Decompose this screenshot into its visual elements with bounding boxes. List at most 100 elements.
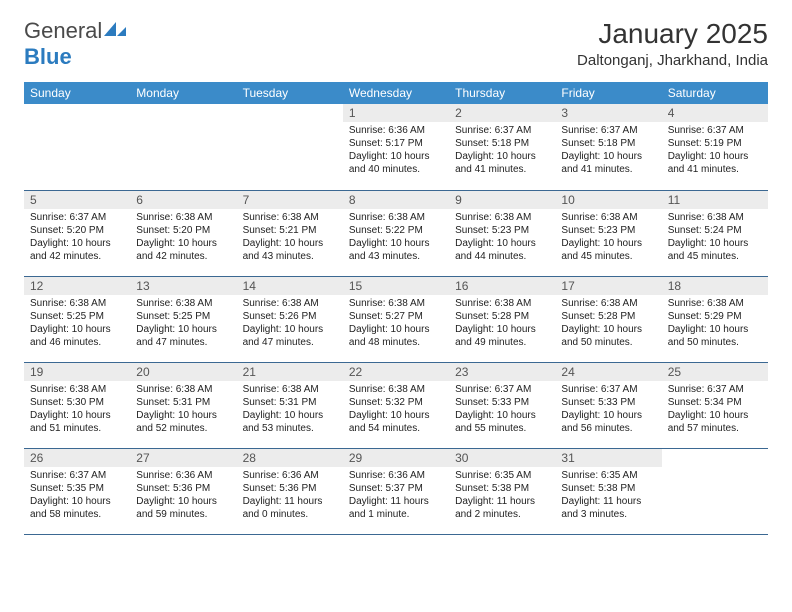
calendar-day-cell: 28Sunrise: 6:36 AMSunset: 5:36 PMDayligh…: [237, 448, 343, 534]
day-number: 30: [449, 449, 555, 467]
day-details: Sunrise: 6:36 AMSunset: 5:17 PMDaylight:…: [343, 122, 449, 180]
day-number: 19: [24, 363, 130, 381]
day-number: 4: [662, 104, 768, 122]
day-details: Sunrise: 6:35 AMSunset: 5:38 PMDaylight:…: [449, 467, 555, 525]
calendar-day-cell: 23Sunrise: 6:37 AMSunset: 5:33 PMDayligh…: [449, 362, 555, 448]
day-details: Sunrise: 6:38 AMSunset: 5:32 PMDaylight:…: [343, 381, 449, 439]
logo: GeneralBlue: [24, 18, 126, 70]
day-number: 3: [555, 104, 661, 122]
day-number: 15: [343, 277, 449, 295]
calendar-day-cell: 21Sunrise: 6:38 AMSunset: 5:31 PMDayligh…: [237, 362, 343, 448]
day-number: 11: [662, 191, 768, 209]
day-details: Sunrise: 6:36 AMSunset: 5:36 PMDaylight:…: [237, 467, 343, 525]
day-details: Sunrise: 6:38 AMSunset: 5:22 PMDaylight:…: [343, 209, 449, 267]
day-details: Sunrise: 6:36 AMSunset: 5:37 PMDaylight:…: [343, 467, 449, 525]
calendar-day-cell: 17Sunrise: 6:38 AMSunset: 5:28 PMDayligh…: [555, 276, 661, 362]
day-number: 22: [343, 363, 449, 381]
calendar-day-cell: 27Sunrise: 6:36 AMSunset: 5:36 PMDayligh…: [130, 448, 236, 534]
calendar-day-cell: [237, 104, 343, 190]
calendar-day-cell: 3Sunrise: 6:37 AMSunset: 5:18 PMDaylight…: [555, 104, 661, 190]
day-number: 1: [343, 104, 449, 122]
calendar-day-cell: 9Sunrise: 6:38 AMSunset: 5:23 PMDaylight…: [449, 190, 555, 276]
day-details: Sunrise: 6:38 AMSunset: 5:26 PMDaylight:…: [237, 295, 343, 353]
day-details: Sunrise: 6:38 AMSunset: 5:23 PMDaylight:…: [449, 209, 555, 267]
calendar-day-cell: 19Sunrise: 6:38 AMSunset: 5:30 PMDayligh…: [24, 362, 130, 448]
day-number: 6: [130, 191, 236, 209]
day-details: Sunrise: 6:38 AMSunset: 5:21 PMDaylight:…: [237, 209, 343, 267]
day-number: 7: [237, 191, 343, 209]
day-number: 28: [237, 449, 343, 467]
day-details: Sunrise: 6:37 AMSunset: 5:19 PMDaylight:…: [662, 122, 768, 180]
page-header: GeneralBlue January 2025 Daltonganj, Jha…: [0, 0, 792, 74]
day-details: Sunrise: 6:37 AMSunset: 5:35 PMDaylight:…: [24, 467, 130, 525]
calendar-day-cell: 14Sunrise: 6:38 AMSunset: 5:26 PMDayligh…: [237, 276, 343, 362]
calendar-day-cell: 16Sunrise: 6:38 AMSunset: 5:28 PMDayligh…: [449, 276, 555, 362]
day-header: Friday: [555, 82, 661, 104]
calendar-week-row: 19Sunrise: 6:38 AMSunset: 5:30 PMDayligh…: [24, 362, 768, 448]
day-header: Thursday: [449, 82, 555, 104]
calendar-day-cell: 24Sunrise: 6:37 AMSunset: 5:33 PMDayligh…: [555, 362, 661, 448]
day-number: 13: [130, 277, 236, 295]
day-details: Sunrise: 6:37 AMSunset: 5:18 PMDaylight:…: [555, 122, 661, 180]
day-details: Sunrise: 6:38 AMSunset: 5:23 PMDaylight:…: [555, 209, 661, 267]
day-details: Sunrise: 6:38 AMSunset: 5:30 PMDaylight:…: [24, 381, 130, 439]
day-details: Sunrise: 6:38 AMSunset: 5:31 PMDaylight:…: [237, 381, 343, 439]
day-details: Sunrise: 6:37 AMSunset: 5:33 PMDaylight:…: [449, 381, 555, 439]
calendar-day-cell: [24, 104, 130, 190]
day-number: 20: [130, 363, 236, 381]
day-header: Saturday: [662, 82, 768, 104]
day-number: 16: [449, 277, 555, 295]
day-number: 2: [449, 104, 555, 122]
calendar-day-cell: 7Sunrise: 6:38 AMSunset: 5:21 PMDaylight…: [237, 190, 343, 276]
calendar-day-cell: 6Sunrise: 6:38 AMSunset: 5:20 PMDaylight…: [130, 190, 236, 276]
day-details: Sunrise: 6:38 AMSunset: 5:25 PMDaylight:…: [24, 295, 130, 353]
day-number: 21: [237, 363, 343, 381]
calendar-day-cell: 2Sunrise: 6:37 AMSunset: 5:18 PMDaylight…: [449, 104, 555, 190]
day-number: 24: [555, 363, 661, 381]
logo-text-general: General: [24, 18, 102, 43]
calendar-day-cell: [130, 104, 236, 190]
day-number: 26: [24, 449, 130, 467]
calendar-body: 1Sunrise: 6:36 AMSunset: 5:17 PMDaylight…: [24, 104, 768, 534]
calendar-day-cell: [662, 448, 768, 534]
calendar-day-cell: 5Sunrise: 6:37 AMSunset: 5:20 PMDaylight…: [24, 190, 130, 276]
day-number: 10: [555, 191, 661, 209]
day-number: 9: [449, 191, 555, 209]
calendar-day-cell: 30Sunrise: 6:35 AMSunset: 5:38 PMDayligh…: [449, 448, 555, 534]
calendar-day-cell: 13Sunrise: 6:38 AMSunset: 5:25 PMDayligh…: [130, 276, 236, 362]
calendar-day-cell: 8Sunrise: 6:38 AMSunset: 5:22 PMDaylight…: [343, 190, 449, 276]
day-details: Sunrise: 6:38 AMSunset: 5:20 PMDaylight:…: [130, 209, 236, 267]
calendar-week-row: 1Sunrise: 6:36 AMSunset: 5:17 PMDaylight…: [24, 104, 768, 190]
logo-text: GeneralBlue: [24, 18, 126, 70]
calendar-day-cell: 18Sunrise: 6:38 AMSunset: 5:29 PMDayligh…: [662, 276, 768, 362]
day-number: 8: [343, 191, 449, 209]
month-title: January 2025: [577, 18, 768, 50]
day-number: 12: [24, 277, 130, 295]
calendar-day-cell: 10Sunrise: 6:38 AMSunset: 5:23 PMDayligh…: [555, 190, 661, 276]
calendar-day-cell: 4Sunrise: 6:37 AMSunset: 5:19 PMDaylight…: [662, 104, 768, 190]
day-details: Sunrise: 6:38 AMSunset: 5:25 PMDaylight:…: [130, 295, 236, 353]
day-header: Tuesday: [237, 82, 343, 104]
calendar-day-cell: 12Sunrise: 6:38 AMSunset: 5:25 PMDayligh…: [24, 276, 130, 362]
title-block: January 2025 Daltonganj, Jharkhand, Indi…: [577, 18, 768, 69]
day-details: Sunrise: 6:37 AMSunset: 5:20 PMDaylight:…: [24, 209, 130, 267]
day-details: Sunrise: 6:37 AMSunset: 5:18 PMDaylight:…: [449, 122, 555, 180]
calendar-week-row: 26Sunrise: 6:37 AMSunset: 5:35 PMDayligh…: [24, 448, 768, 534]
day-details: Sunrise: 6:37 AMSunset: 5:34 PMDaylight:…: [662, 381, 768, 439]
calendar-week-row: 5Sunrise: 6:37 AMSunset: 5:20 PMDaylight…: [24, 190, 768, 276]
day-details: Sunrise: 6:36 AMSunset: 5:36 PMDaylight:…: [130, 467, 236, 525]
day-header: Sunday: [24, 82, 130, 104]
day-details: Sunrise: 6:38 AMSunset: 5:28 PMDaylight:…: [449, 295, 555, 353]
day-header: Monday: [130, 82, 236, 104]
day-number: 27: [130, 449, 236, 467]
day-details: Sunrise: 6:38 AMSunset: 5:27 PMDaylight:…: [343, 295, 449, 353]
logo-sail-icon: [104, 18, 126, 43]
calendar-table: Sunday Monday Tuesday Wednesday Thursday…: [24, 82, 768, 535]
calendar-day-cell: 31Sunrise: 6:35 AMSunset: 5:38 PMDayligh…: [555, 448, 661, 534]
calendar-day-cell: 11Sunrise: 6:38 AMSunset: 5:24 PMDayligh…: [662, 190, 768, 276]
logo-text-blue: Blue: [24, 44, 72, 69]
day-number: 14: [237, 277, 343, 295]
calendar-day-cell: 26Sunrise: 6:37 AMSunset: 5:35 PMDayligh…: [24, 448, 130, 534]
calendar-day-cell: 29Sunrise: 6:36 AMSunset: 5:37 PMDayligh…: [343, 448, 449, 534]
calendar-day-cell: 25Sunrise: 6:37 AMSunset: 5:34 PMDayligh…: [662, 362, 768, 448]
